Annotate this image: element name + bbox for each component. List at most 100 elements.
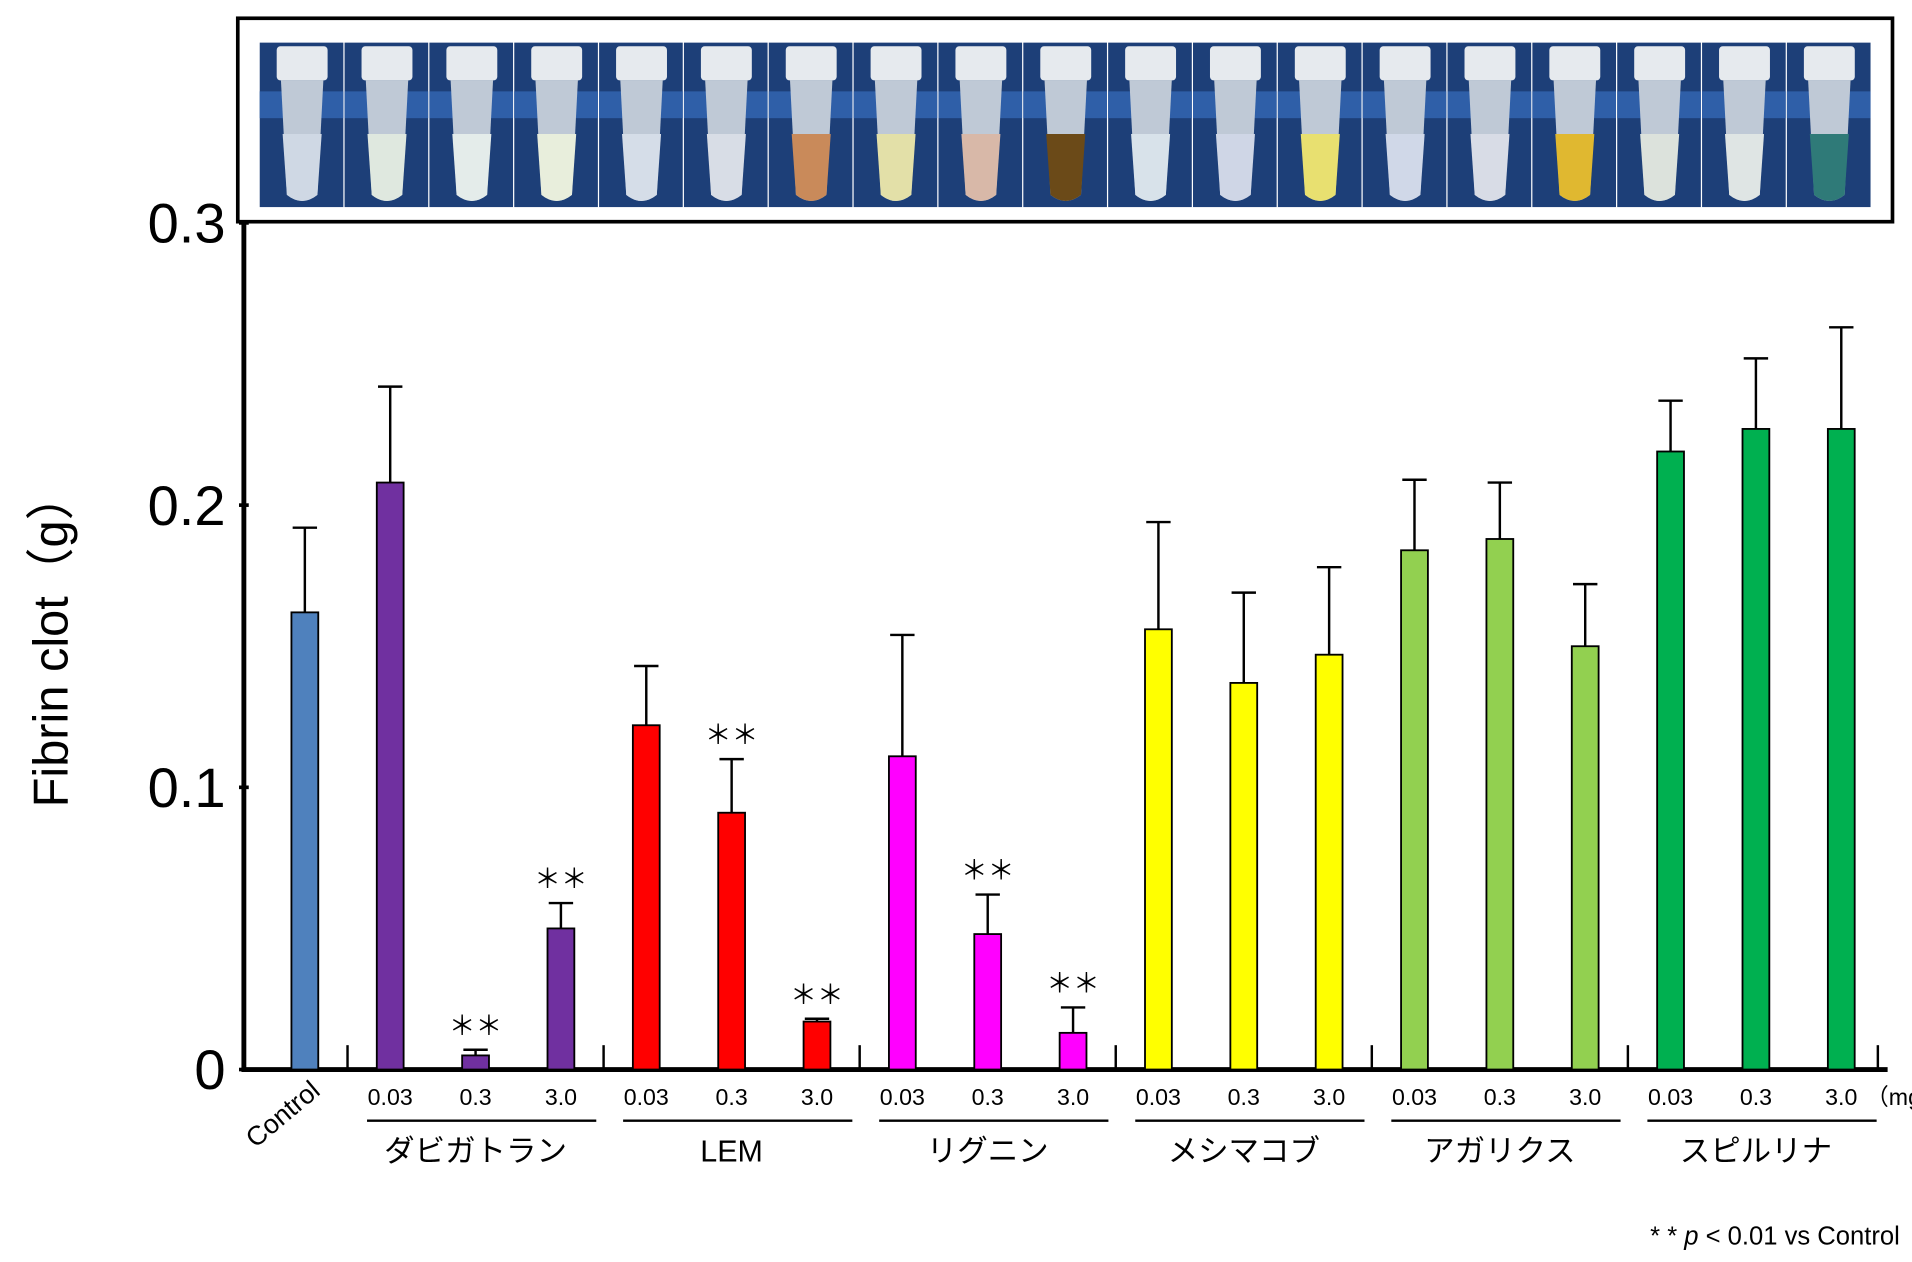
x-tick-label: 0.03 <box>624 1084 669 1110</box>
vial-liquid <box>792 134 831 201</box>
footnote-text: < 0.01 vs Control <box>1706 1222 1900 1250</box>
bar <box>1401 550 1428 1069</box>
x-tick-label: 3.0 <box>1057 1084 1089 1110</box>
vial-cap <box>1125 46 1176 80</box>
vial-cap <box>1804 46 1855 80</box>
bar <box>291 612 318 1069</box>
bar <box>548 928 575 1069</box>
x-tick-label: 0.03 <box>368 1084 413 1110</box>
footnote: * * p < 0.01 vs Control <box>1650 1222 1900 1250</box>
photo-strip <box>260 43 1871 207</box>
vial-cap <box>955 46 1006 80</box>
x-tick-label: 0.03 <box>1392 1084 1437 1110</box>
group-label: スピルリナ <box>1680 1135 1832 1169</box>
vial-liquid <box>961 134 1000 201</box>
x-tick-label: 0.03 <box>1136 1084 1181 1110</box>
x-tick-label: 3.0 <box>545 1084 577 1110</box>
vial-liquid <box>877 134 916 201</box>
vial-liquid <box>1470 134 1509 201</box>
significance-label: ＊＊ <box>449 1011 503 1041</box>
bar <box>804 1022 831 1070</box>
vial-liquid <box>1131 134 1170 201</box>
vial-cap <box>1210 46 1261 80</box>
vial-cap <box>871 46 922 80</box>
bar <box>718 813 745 1070</box>
vial-liquid <box>537 134 576 201</box>
y-axis-label: Fibrin clot（g） <box>25 472 79 808</box>
vial-cap <box>616 46 667 80</box>
vial-cap <box>1295 46 1346 80</box>
vial-cap <box>1465 46 1516 80</box>
vial-liquid <box>367 134 406 201</box>
x-tick-label: 3.0 <box>801 1084 833 1110</box>
bar <box>1743 429 1770 1070</box>
chart: Fibrin clot（g） （mg * * p < 0.01 vs Contr… <box>0 0 1912 1262</box>
x-tick-label: 0.03 <box>880 1084 925 1110</box>
footnote-stars: * * <box>1650 1222 1677 1250</box>
x-tick-label: 3.0 <box>1825 1084 1857 1110</box>
vial-liquid <box>622 134 661 201</box>
x-tick-label: 0.3 <box>1740 1084 1772 1110</box>
bar <box>974 934 1001 1069</box>
vial-cap <box>786 46 837 80</box>
bar <box>1145 629 1172 1069</box>
bar <box>1828 429 1855 1070</box>
bar <box>1316 655 1343 1070</box>
bar <box>1657 452 1684 1070</box>
footnote-p: p <box>1683 1222 1698 1250</box>
vial-liquid <box>1810 134 1849 201</box>
x-tick-label: 0.3 <box>459 1084 491 1110</box>
group-label: アガリクス <box>1424 1135 1575 1169</box>
vial-liquid <box>1046 134 1085 201</box>
x-tick-label: 0.3 <box>1484 1084 1516 1110</box>
significance-label: ＊＊ <box>961 856 1015 886</box>
x-tick-label: 0.3 <box>972 1084 1004 1110</box>
x-tick-label: 0.3 <box>1228 1084 1260 1110</box>
bar <box>1060 1033 1087 1070</box>
significance-label: ＊＊ <box>790 980 844 1010</box>
vial-cap <box>446 46 497 80</box>
vial-liquid <box>1555 134 1594 201</box>
vial-liquid <box>283 134 322 201</box>
bar <box>1486 539 1513 1070</box>
vial-cap <box>1380 46 1431 80</box>
vial-cap <box>277 46 328 80</box>
vial-cap <box>701 46 752 80</box>
x-tick-label: 0.03 <box>1648 1084 1693 1110</box>
vial-cap <box>1634 46 1685 80</box>
vial-liquid <box>1216 134 1255 201</box>
vial-cap <box>531 46 582 80</box>
bar <box>633 725 660 1069</box>
y-tick-label: 0.1 <box>148 756 226 819</box>
significance-label: ＊＊ <box>705 720 759 750</box>
y-tick-label: 0.3 <box>148 192 226 255</box>
y-tick-label: 0 <box>194 1038 225 1101</box>
x-unit: （mg <box>1866 1084 1912 1110</box>
vial-cap <box>362 46 413 80</box>
vial-liquid <box>1301 134 1340 201</box>
significance-label: ＊＊ <box>1046 969 1100 999</box>
vial-liquid <box>1640 134 1679 201</box>
significance-label: ＊＊ <box>534 864 588 894</box>
x-tick-label: 3.0 <box>1313 1084 1345 1110</box>
bar <box>1230 683 1257 1070</box>
vial-liquid <box>1725 134 1764 201</box>
group-label: LEM <box>700 1135 763 1169</box>
bar <box>462 1055 489 1069</box>
y-tick-label: 0.2 <box>148 474 226 537</box>
group-label: ダビガトラン <box>384 1135 567 1169</box>
bar <box>1572 646 1599 1069</box>
vial-cap <box>1719 46 1770 80</box>
group-label: メシマコブ <box>1168 1135 1320 1169</box>
vial-liquid <box>1386 134 1425 201</box>
vial-cap <box>1040 46 1091 80</box>
bar <box>889 756 916 1069</box>
x-tick-label: 0.3 <box>716 1084 748 1110</box>
vial-liquid <box>707 134 746 201</box>
vial-liquid <box>452 134 491 201</box>
group-label: リグニン <box>927 1135 1049 1169</box>
vial-cap <box>1549 46 1600 80</box>
bar <box>377 483 404 1070</box>
x-tick-label: Control <box>240 1075 326 1153</box>
x-tick-label: 3.0 <box>1569 1084 1601 1110</box>
